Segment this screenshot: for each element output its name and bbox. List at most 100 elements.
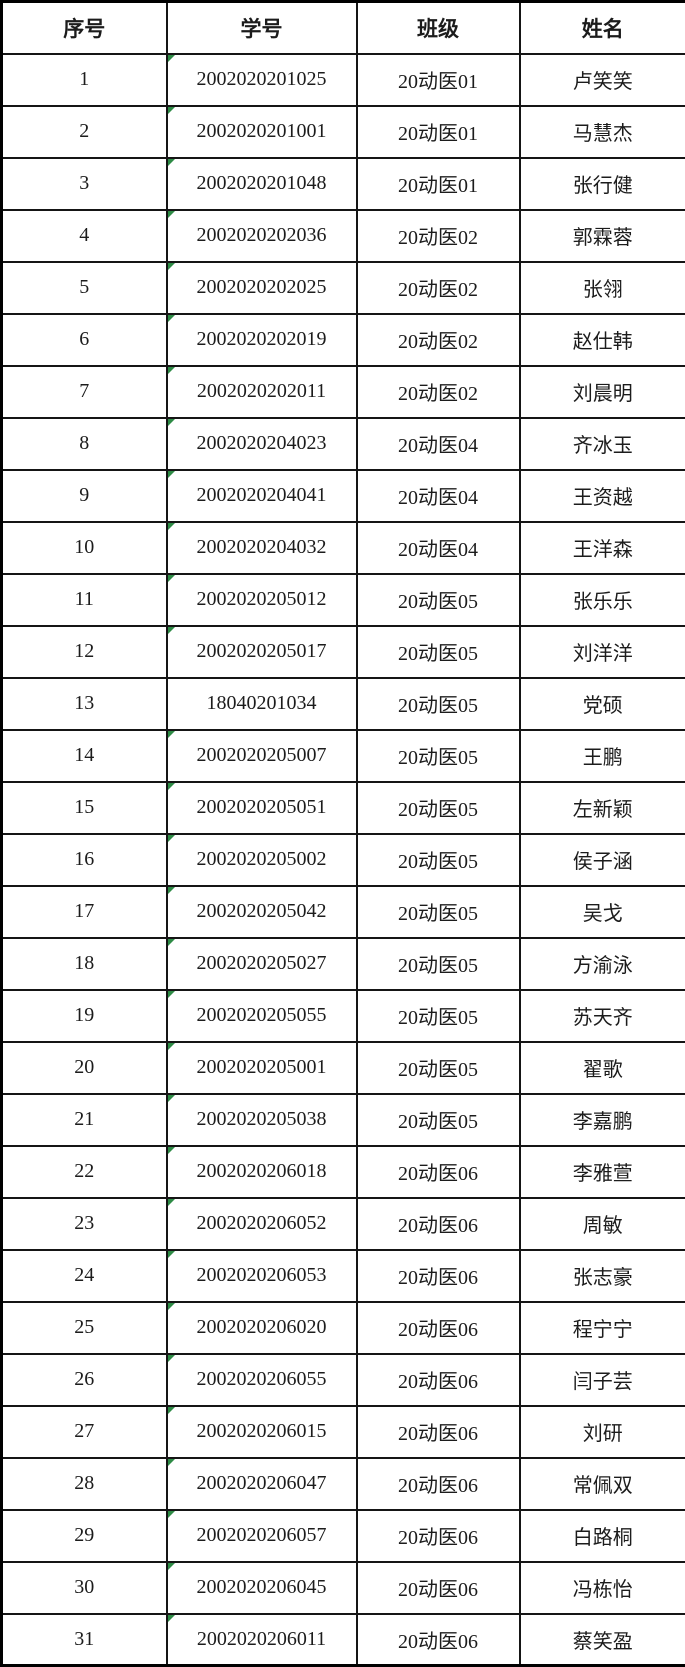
cell-student-id: 18040201034: [167, 678, 357, 730]
cell-class: 20动医04: [357, 522, 520, 574]
cell-name: 赵仕韩: [520, 314, 685, 366]
cell-class: 20动医01: [357, 158, 520, 210]
cell-student-id-flagged: 2002020205007: [167, 730, 357, 782]
cell-class: 20动医04: [357, 470, 520, 522]
cell-no: 31: [2, 1614, 167, 1666]
cell-student-id-flagged: 2002020201001: [167, 106, 357, 158]
cell-name: 程宁宁: [520, 1302, 685, 1354]
cell-student-id-flagged: 2002020205017: [167, 626, 357, 678]
cell-student-id-flagged: 2002020205055: [167, 990, 357, 1042]
cell-student-id-flagged: 2002020202019: [167, 314, 357, 366]
cell-student-id-flagged: 2002020205042: [167, 886, 357, 938]
cell-class: 20动医06: [357, 1354, 520, 1406]
cell-class: 20动医06: [357, 1146, 520, 1198]
cell-class: 20动医06: [357, 1302, 520, 1354]
cell-no: 22: [2, 1146, 167, 1198]
cell-class: 20动医06: [357, 1562, 520, 1614]
cell-no: 9: [2, 470, 167, 522]
cell-name: 张乐乐: [520, 574, 685, 626]
cell-name: 白路桐: [520, 1510, 685, 1562]
cell-no: 23: [2, 1198, 167, 1250]
cell-name: 张翎: [520, 262, 685, 314]
cell-name: 郭霖蓉: [520, 210, 685, 262]
cell-student-id-flagged: 2002020204041: [167, 470, 357, 522]
cell-student-id-flagged: 2002020206052: [167, 1198, 357, 1250]
column-header-student-id: 学号: [167, 2, 357, 54]
cell-no: 10: [2, 522, 167, 574]
cell-no: 26: [2, 1354, 167, 1406]
cell-class: 20动医06: [357, 1614, 520, 1666]
cell-no: 13: [2, 678, 167, 730]
column-header-class: 班级: [357, 2, 520, 54]
cell-student-id-flagged: 2002020206011: [167, 1614, 357, 1666]
cell-student-id-flagged: 2002020206018: [167, 1146, 357, 1198]
cell-class: 20动医05: [357, 678, 520, 730]
cell-student-id-flagged: 2002020202036: [167, 210, 357, 262]
header-row: 序号 学号 班级 姓名: [2, 2, 685, 54]
cell-no: 7: [2, 366, 167, 418]
cell-name: 张志豪: [520, 1250, 685, 1302]
cell-student-id-flagged: 2002020206057: [167, 1510, 357, 1562]
cell-name: 卢笑笑: [520, 54, 685, 106]
cell-class: 20动医01: [357, 54, 520, 106]
cell-class: 20动医02: [357, 210, 520, 262]
cell-student-id-flagged: 2002020206047: [167, 1458, 357, 1510]
cell-no: 17: [2, 886, 167, 938]
column-header-no: 序号: [2, 2, 167, 54]
cell-class: 20动医05: [357, 1094, 520, 1146]
cell-no: 28: [2, 1458, 167, 1510]
cell-class: 20动医02: [357, 366, 520, 418]
cell-student-id-flagged: 2002020206015: [167, 1406, 357, 1458]
cell-name: 刘晨明: [520, 366, 685, 418]
cell-student-id-flagged: 2002020201025: [167, 54, 357, 106]
cell-no: 1: [2, 54, 167, 106]
cell-name: 苏天齐: [520, 990, 685, 1042]
cell-name: 王资越: [520, 470, 685, 522]
cell-student-id-flagged: 2002020206055: [167, 1354, 357, 1406]
cell-class: 20动医06: [357, 1198, 520, 1250]
cell-name: 王洋森: [520, 522, 685, 574]
cell-name: 方渝泳: [520, 938, 685, 990]
cell-student-id-flagged: 2002020205001: [167, 1042, 357, 1094]
cell-name: 马慧杰: [520, 106, 685, 158]
cell-name: 闫子芸: [520, 1354, 685, 1406]
cell-class: 20动医01: [357, 106, 520, 158]
cell-no: 18: [2, 938, 167, 990]
cell-class: 20动医05: [357, 938, 520, 990]
cell-class: 20动医06: [357, 1458, 520, 1510]
cell-class: 20动医05: [357, 1042, 520, 1094]
cell-class: 20动医05: [357, 834, 520, 886]
cell-student-id-flagged: 2002020206020: [167, 1302, 357, 1354]
cell-class: 20动医05: [357, 990, 520, 1042]
cell-student-id-flagged: 2002020205027: [167, 938, 357, 990]
cell-class: 20动医06: [357, 1250, 520, 1302]
cell-name: 张行健: [520, 158, 685, 210]
cell-class: 20动医05: [357, 730, 520, 782]
cell-no: 24: [2, 1250, 167, 1302]
column-header-name: 姓名: [520, 2, 685, 54]
cell-name: 常佩双: [520, 1458, 685, 1510]
cell-class: 20动医04: [357, 418, 520, 470]
cell-class: 20动医05: [357, 626, 520, 678]
cell-student-id-flagged: 2002020202025: [167, 262, 357, 314]
cell-student-id-flagged: 2002020205002: [167, 834, 357, 886]
cell-name: 吴戈: [520, 886, 685, 938]
cell-student-id-flagged: 2002020202011: [167, 366, 357, 418]
